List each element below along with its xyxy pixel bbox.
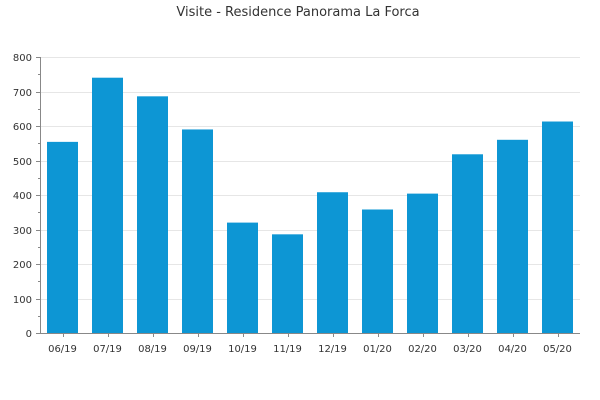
chart-title: Visite - Residence Panorama La Forca	[176, 5, 419, 20]
x-tick-label: 05/20	[543, 344, 572, 355]
y-tick-label: 200	[13, 260, 32, 271]
bar-01-20	[362, 209, 393, 333]
x-tick-label: 03/20	[453, 344, 482, 355]
y-tick-label: 500	[13, 157, 32, 168]
y-tick-labels: 0 100 200 300 400 500 600 700 800	[13, 53, 32, 340]
y-tick-label: 700	[13, 88, 32, 99]
bar-05-20	[542, 121, 573, 333]
x-tick-label: 01/20	[363, 344, 392, 355]
bar-03-20	[452, 154, 483, 333]
bar-11-19	[272, 234, 303, 333]
y-tick-label: 600	[13, 122, 32, 133]
bar-09-19	[182, 129, 213, 333]
x-tick-label: 02/20	[408, 344, 437, 355]
x-tick-label: 04/20	[498, 344, 527, 355]
x-tick-label: 09/19	[183, 344, 212, 355]
x-tick-label: 12/19	[318, 344, 347, 355]
x-tick-label: 11/19	[273, 344, 302, 355]
bar-02-20	[407, 193, 438, 333]
gridlines	[40, 57, 580, 300]
axes	[36, 57, 580, 337]
x-tick-label: 08/19	[138, 344, 167, 355]
y-tick-label: 400	[13, 191, 32, 202]
y-tick-label: 100	[13, 295, 32, 306]
x-tick-label: 07/19	[93, 344, 122, 355]
bar-04-20	[497, 139, 528, 333]
bar-12-19	[317, 192, 348, 333]
y-tick-label: 0	[26, 329, 32, 340]
bar-08-19	[137, 96, 168, 333]
x-tick-label: 10/19	[228, 344, 257, 355]
bar-10-19	[227, 222, 258, 333]
x-tick-label: 06/19	[48, 344, 77, 355]
bar-07-19	[92, 77, 123, 333]
y-tick-label: 800	[13, 53, 32, 64]
bars	[47, 77, 573, 333]
x-tick-labels: 06/19 07/19 08/19 09/19 10/19 11/19 12/19 01/20…	[48, 344, 572, 355]
bar-06-19	[47, 141, 78, 333]
y-tick-label: 300	[13, 226, 32, 237]
